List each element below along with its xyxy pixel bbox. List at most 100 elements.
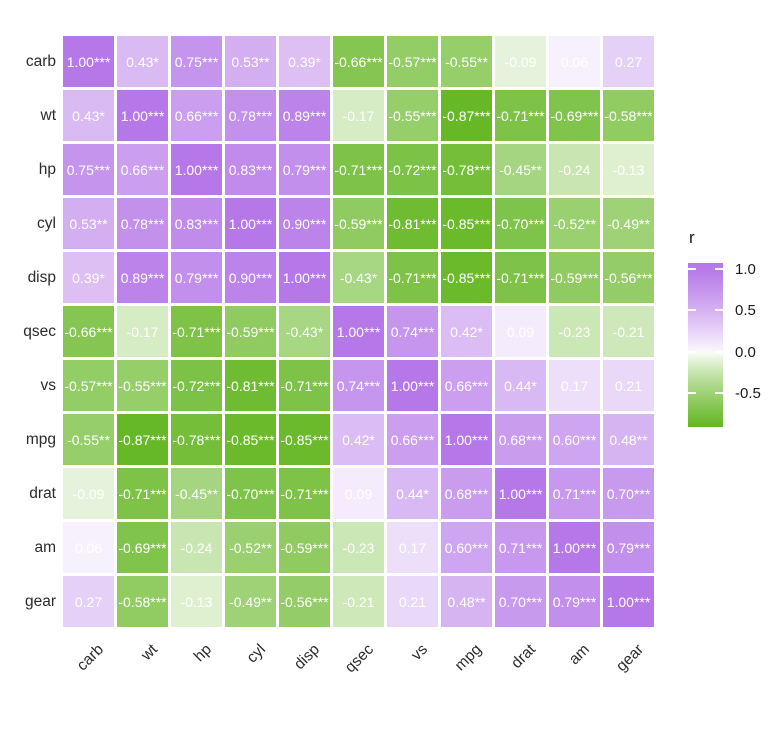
cell-value-label: -0.17 xyxy=(126,323,159,340)
cell-gear-mpg: 0.48** xyxy=(441,576,492,627)
cell-value-label: 0.44* xyxy=(396,485,429,502)
cell-gear-cyl: -0.49** xyxy=(225,576,276,627)
cell-mpg-cyl: -0.85*** xyxy=(225,414,276,465)
legend-tick-mark xyxy=(688,309,696,312)
cell-mpg-drat: 0.68*** xyxy=(495,414,546,465)
cell-value-label: 0.60*** xyxy=(552,431,597,448)
cell-hp-wt: 0.66*** xyxy=(117,144,168,195)
cell-value-label: -0.71*** xyxy=(496,269,545,286)
cell-cyl-drat: -0.70*** xyxy=(495,198,546,249)
cell-qsec-mpg: 0.42* xyxy=(441,306,492,357)
cell-value-label: -0.56*** xyxy=(280,593,329,610)
cell-drat-cyl: -0.70*** xyxy=(225,468,276,519)
cell-value-label: -0.72*** xyxy=(388,161,437,178)
cell-value-label: -0.49** xyxy=(607,215,650,232)
cell-value-label: -0.13 xyxy=(612,161,645,178)
legend-tick-mark xyxy=(688,350,696,353)
legend-tick-label-0.0: 0.0 xyxy=(735,343,756,361)
cell-value-label: -0.81*** xyxy=(226,377,275,394)
cell-value-label: 0.17 xyxy=(398,539,427,556)
legend-tick-mark xyxy=(715,267,723,270)
cell-value-label: 1.00*** xyxy=(120,107,165,124)
cell-drat-vs: 0.44* xyxy=(387,468,438,519)
cell-mpg-am: 0.60*** xyxy=(549,414,600,465)
cell-disp-carb: 0.39* xyxy=(63,252,114,303)
cell-value-label: -0.17 xyxy=(342,107,375,124)
cell-vs-drat: 0.44* xyxy=(495,360,546,411)
cell-value-label: 0.43* xyxy=(126,53,159,70)
cell-value-label: -0.85*** xyxy=(226,431,275,448)
cell-qsec-wt: -0.17 xyxy=(117,306,168,357)
cell-value-label: 1.00*** xyxy=(552,539,597,556)
cell-value-label: 0.70*** xyxy=(498,593,543,610)
cell-carb-gear: 0.27 xyxy=(603,36,654,87)
cell-am-vs: 0.17 xyxy=(387,522,438,573)
cell-value-label: -0.85*** xyxy=(442,269,491,286)
cell-gear-qsec: -0.21 xyxy=(333,576,384,627)
cell-value-label: 1.00*** xyxy=(336,323,381,340)
cell-value-label: 0.21 xyxy=(398,593,427,610)
cell-carb-mpg: -0.55** xyxy=(441,36,492,87)
cell-wt-gear: -0.58*** xyxy=(603,90,654,141)
cell-value-label: 0.42* xyxy=(450,323,483,340)
cell-value-label: 0.68*** xyxy=(444,485,489,502)
cell-value-label: -0.59*** xyxy=(280,539,329,556)
y-axis-label-vs: vs xyxy=(40,376,57,394)
cell-value-label: -0.45** xyxy=(499,161,542,178)
cell-drat-mpg: 0.68*** xyxy=(441,468,492,519)
cell-vs-hp: -0.72*** xyxy=(171,360,222,411)
cell-value-label: -0.87*** xyxy=(118,431,167,448)
legend-tick-mark xyxy=(688,267,696,270)
cell-qsec-cyl: -0.59*** xyxy=(225,306,276,357)
cell-drat-wt: -0.71*** xyxy=(117,468,168,519)
cell-disp-mpg: -0.85*** xyxy=(441,252,492,303)
cell-vs-qsec: 0.74*** xyxy=(333,360,384,411)
cell-value-label: -0.23 xyxy=(342,539,375,556)
cell-carb-cyl: 0.53** xyxy=(225,36,276,87)
cell-value-label: -0.43* xyxy=(285,323,324,340)
cell-wt-vs: -0.55*** xyxy=(387,90,438,141)
cell-am-mpg: 0.60*** xyxy=(441,522,492,573)
cell-am-hp: -0.24 xyxy=(171,522,222,573)
cell-disp-cyl: 0.90*** xyxy=(225,252,276,303)
cell-value-label: -0.59*** xyxy=(334,215,383,232)
cell-value-label: -0.55** xyxy=(445,53,488,70)
cell-drat-qsec: 0.09 xyxy=(333,468,384,519)
cell-gear-vs: 0.21 xyxy=(387,576,438,627)
cell-wt-mpg: -0.87*** xyxy=(441,90,492,141)
cell-value-label: 0.39* xyxy=(288,53,321,70)
cell-disp-wt: 0.89*** xyxy=(117,252,168,303)
cell-value-label: 0.66*** xyxy=(174,107,219,124)
legend-tick-mark xyxy=(715,392,723,395)
cell-vs-wt: -0.55*** xyxy=(117,360,168,411)
cell-value-label: -0.21 xyxy=(342,593,375,610)
cell-value-label: -0.49** xyxy=(229,593,272,610)
cell-value-label: 1.00*** xyxy=(228,215,273,232)
legend-tick-mark xyxy=(715,309,723,312)
cell-value-label: 0.44* xyxy=(504,377,537,394)
cell-value-label: 0.89*** xyxy=(120,269,165,286)
cell-value-label: -0.70*** xyxy=(226,485,275,502)
y-axis-label-carb: carb xyxy=(25,52,56,70)
cell-value-label: -0.09 xyxy=(504,53,537,70)
cell-value-label: 0.75*** xyxy=(174,53,219,70)
cell-wt-drat: -0.71*** xyxy=(495,90,546,141)
cell-hp-drat: -0.45** xyxy=(495,144,546,195)
legend-title: r xyxy=(689,228,695,247)
cell-value-label: -0.55*** xyxy=(118,377,167,394)
cell-value-label: 1.00*** xyxy=(390,377,435,394)
cell-vs-mpg: 0.66*** xyxy=(441,360,492,411)
cell-qsec-qsec: 1.00*** xyxy=(333,306,384,357)
cell-carb-hp: 0.75*** xyxy=(171,36,222,87)
cell-wt-disp: 0.89*** xyxy=(279,90,330,141)
cell-value-label: -0.09 xyxy=(72,485,105,502)
cell-gear-wt: -0.58*** xyxy=(117,576,168,627)
y-axis-label-cyl: cyl xyxy=(37,214,56,232)
legend-tick-label-0.5: 0.5 xyxy=(735,302,756,320)
cell-value-label: -0.81*** xyxy=(388,215,437,232)
cell-value-label: 0.27 xyxy=(614,53,643,70)
cell-hp-hp: 1.00*** xyxy=(171,144,222,195)
cell-vs-disp: -0.71*** xyxy=(279,360,330,411)
cell-cyl-am: -0.52** xyxy=(549,198,600,249)
cell-hp-disp: 0.79*** xyxy=(279,144,330,195)
